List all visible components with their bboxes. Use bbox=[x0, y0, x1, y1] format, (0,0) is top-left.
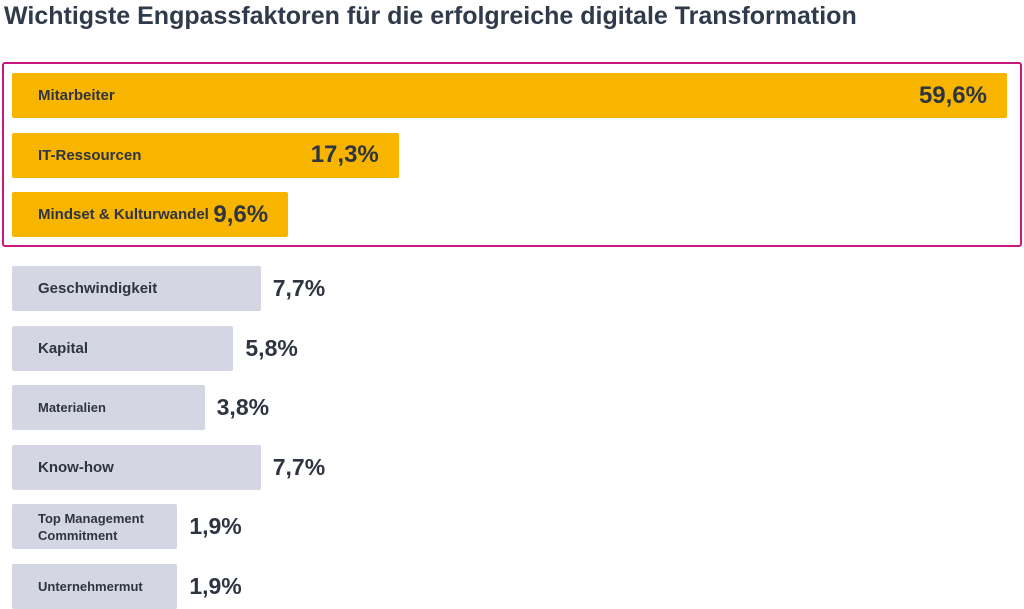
bar bbox=[12, 385, 205, 430]
bar bbox=[12, 192, 289, 237]
category-label: Mitarbeiter bbox=[38, 87, 115, 104]
category-label: Materialien bbox=[38, 400, 106, 415]
bar bbox=[12, 73, 1007, 118]
value-label: 1,9% bbox=[189, 572, 242, 599]
bar bbox=[12, 132, 399, 178]
value-label: 59,6% bbox=[918, 81, 987, 109]
value-label: 17,3% bbox=[310, 141, 379, 168]
category-label: Geschwindigkeit bbox=[38, 280, 158, 297]
value-label: 9,6% bbox=[213, 200, 269, 228]
bar bbox=[12, 563, 178, 609]
category-label: Kapital bbox=[38, 339, 89, 357]
highlight-box bbox=[2, 62, 1022, 247]
category-label: Know-how bbox=[38, 458, 114, 476]
chart-title: Wichtigste Engpassfaktoren für die erfol… bbox=[4, 2, 857, 30]
bar bbox=[12, 504, 178, 549]
category-label: Unternehmermut bbox=[38, 578, 143, 594]
value-label: 7,7% bbox=[272, 275, 326, 301]
bar bbox=[12, 444, 261, 490]
bar bbox=[12, 266, 261, 311]
value-label: 3,8% bbox=[216, 394, 270, 420]
bar bbox=[12, 325, 234, 371]
value-label: 1,9% bbox=[189, 513, 242, 539]
category-label: IT-Ressourcen bbox=[38, 146, 142, 164]
value-label: 7,7% bbox=[272, 453, 326, 480]
value-label: 5,8% bbox=[245, 334, 298, 361]
category-label: Mindset & Kulturwandel bbox=[38, 206, 209, 223]
category-label: Top Management Commitment bbox=[38, 510, 144, 543]
